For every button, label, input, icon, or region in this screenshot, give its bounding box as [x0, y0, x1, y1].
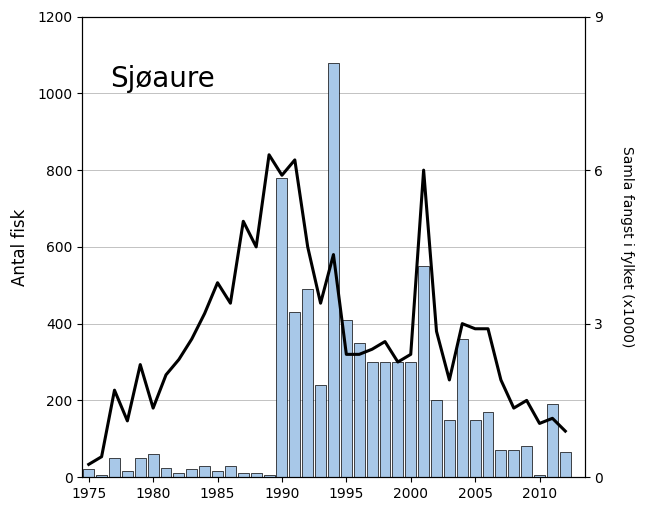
Bar — [521, 446, 532, 477]
Bar — [470, 420, 481, 477]
Bar — [457, 339, 468, 477]
Bar — [238, 473, 249, 477]
Bar — [418, 266, 429, 477]
Bar — [148, 454, 159, 477]
Bar — [83, 470, 94, 477]
Bar — [212, 472, 223, 477]
Bar — [122, 472, 133, 477]
Bar — [353, 343, 364, 477]
Bar — [277, 178, 288, 477]
Bar — [135, 458, 146, 477]
Bar — [174, 473, 184, 477]
Bar — [328, 62, 339, 477]
Bar — [444, 420, 455, 477]
Bar — [264, 475, 275, 477]
Bar — [534, 475, 545, 477]
Bar — [379, 362, 390, 477]
Bar — [251, 473, 262, 477]
Bar — [366, 362, 377, 477]
Bar — [431, 400, 442, 477]
Bar — [96, 475, 107, 477]
Bar — [547, 404, 558, 477]
Bar — [161, 467, 172, 477]
Bar — [482, 412, 493, 477]
Bar — [109, 458, 120, 477]
Bar — [495, 450, 506, 477]
Bar — [186, 470, 197, 477]
Bar — [303, 289, 313, 477]
Y-axis label: Antal fisk: Antal fisk — [11, 208, 29, 286]
Bar — [392, 362, 403, 477]
Bar — [290, 312, 301, 477]
Text: Sjøaure: Sjøaure — [110, 65, 215, 93]
Bar — [341, 320, 352, 477]
Bar — [405, 362, 416, 477]
Bar — [199, 465, 210, 477]
Bar — [225, 465, 236, 477]
Y-axis label: Samla fangst i fylket (x1000): Samla fangst i fylket (x1000) — [620, 146, 634, 348]
Bar — [508, 450, 519, 477]
Bar — [315, 385, 326, 477]
Bar — [560, 452, 571, 477]
